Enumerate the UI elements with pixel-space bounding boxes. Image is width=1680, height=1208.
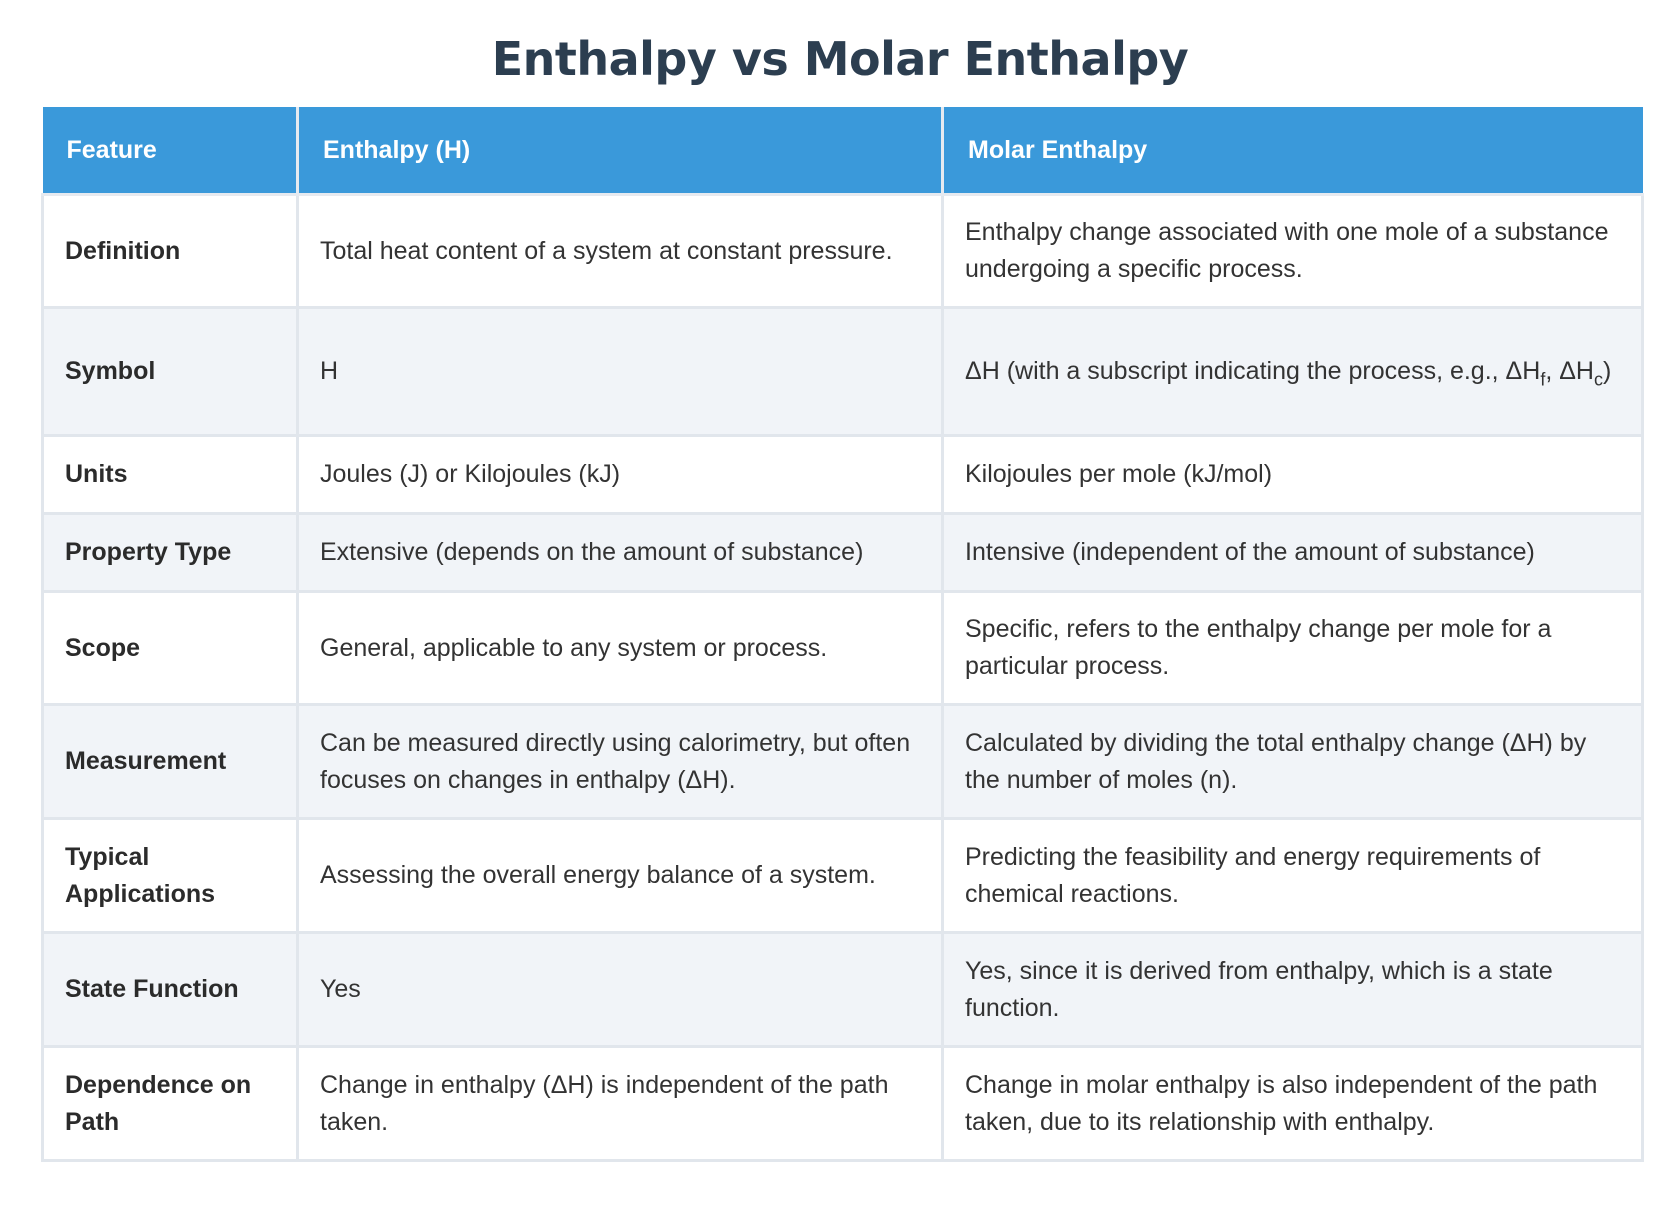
feature-cell: Symbol [41,306,299,437]
table-row: Typical Applications Assessing the overa… [41,817,1644,934]
column-header-enthalpy: Enthalpy (H) [296,107,944,196]
feature-cell: Scope [41,590,299,706]
feature-cell: State Function [41,931,299,1048]
column-header-molar-enthalpy: Molar Enthalpy [941,107,1643,196]
enthalpy-cell: Extensive (depends on the amount of subs… [296,512,944,593]
table-row: Dependence on Path Change in enthalpy (Δ… [41,1045,1644,1162]
feature-cell: Measurement [41,703,299,820]
molar-enthalpy-cell: Calculated by dividing the total enthalp… [941,703,1644,820]
molar-enthalpy-cell: Predicting the feasibility and energy re… [941,817,1644,934]
enthalpy-cell: General, applicable to any system or pro… [296,590,944,706]
column-header-feature: Feature [42,107,299,196]
table-row: Measurement Can be measured directly usi… [41,703,1644,820]
feature-cell: Dependence on Path [41,1045,299,1162]
comparison-table: Feature Enthalpy (H) Molar Enthalpy Defi… [41,107,1644,1162]
feature-cell: Property Type [41,512,299,593]
page-title: Enthalpy vs Molar Enthalpy [491,32,1189,86]
enthalpy-cell: Yes [296,931,944,1048]
enthalpy-cell: Total heat content of a system at consta… [296,193,944,309]
subscript-formation: f [1540,369,1546,390]
molar-enthalpy-cell: ΔH (with a subscript indicating the proc… [941,306,1644,437]
table-row: Definition Total heat content of a syste… [41,193,1644,309]
table-row: Symbol H ΔH (with a subscript indicating… [41,306,1644,437]
enthalpy-cell: H [296,306,944,437]
molar-enthalpy-cell: Intensive (independent of the amount of … [941,512,1644,593]
table-row: Scope General, applicable to any system … [41,590,1644,706]
molar-enthalpy-cell: Specific, refers to the enthalpy change … [941,590,1644,706]
enthalpy-cell: Assessing the overall energy balance of … [296,817,944,934]
molar-enthalpy-cell: Change in molar enthalpy is also indepen… [941,1045,1644,1162]
header-row: Feature Enthalpy (H) Molar Enthalpy [42,107,1643,196]
symbol-text: , ΔH [1545,357,1594,385]
table-row: Units Joules (J) or Kilojoules (kJ) Kilo… [41,434,1644,515]
subscript-combustion: c [1593,369,1603,390]
molar-enthalpy-cell: Yes, since it is derived from enthalpy, … [941,931,1644,1048]
enthalpy-cell: Change in enthalpy (ΔH) is independent o… [296,1045,944,1162]
table-header: Feature Enthalpy (H) Molar Enthalpy [42,107,1643,196]
enthalpy-cell: Joules (J) or Kilojoules (kJ) [296,434,944,515]
table-row: Property Type Extensive (depends on the … [41,512,1644,593]
symbol-text: ) [1602,357,1612,385]
molar-enthalpy-cell: Kilojoules per mole (kJ/mol) [941,434,1644,515]
table-row: State Function Yes Yes, since it is deri… [41,931,1644,1048]
table-body: Definition Total heat content of a syste… [41,193,1644,1162]
molar-enthalpy-cell: Enthalpy change associated with one mole… [941,193,1644,309]
feature-cell: Definition [41,193,299,309]
feature-cell: Units [41,434,299,515]
symbol-text: ΔH (with a subscript indicating the proc… [965,357,1541,385]
feature-cell: Typical Applications [41,817,299,934]
enthalpy-cell: Can be measured directly using calorimet… [296,703,944,820]
